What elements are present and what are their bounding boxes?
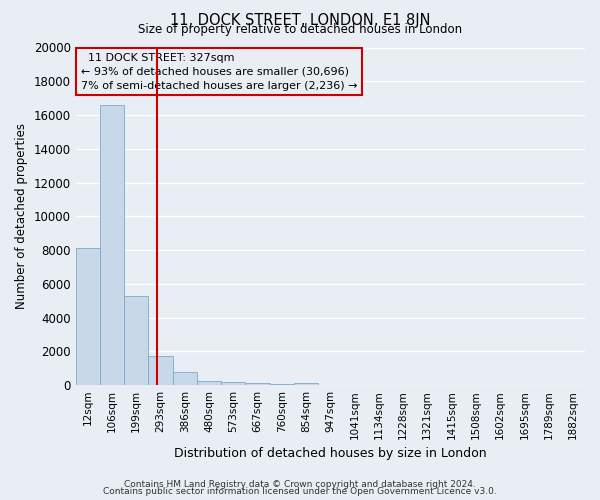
Bar [269, 384, 294, 385]
Bar [76, 248, 100, 385]
Bar [245, 384, 269, 385]
Text: 11, DOCK STREET, LONDON, E1 8JN: 11, DOCK STREET, LONDON, E1 8JN [170, 12, 430, 28]
Bar [100, 105, 124, 385]
Bar [173, 372, 197, 385]
Bar [124, 296, 148, 385]
Bar [148, 356, 173, 385]
Bar [197, 381, 221, 385]
Text: Contains public sector information licensed under the Open Government Licence v3: Contains public sector information licen… [103, 487, 497, 496]
Text: Contains HM Land Registry data © Crown copyright and database right 2024.: Contains HM Land Registry data © Crown c… [124, 480, 476, 489]
Bar [294, 384, 318, 385]
Text: 11 DOCK STREET: 327sqm
← 93% of detached houses are smaller (30,696)
7% of semi-: 11 DOCK STREET: 327sqm ← 93% of detached… [80, 52, 357, 90]
Bar [221, 382, 245, 385]
X-axis label: Distribution of detached houses by size in London: Distribution of detached houses by size … [174, 447, 487, 460]
Y-axis label: Number of detached properties: Number of detached properties [15, 124, 28, 310]
Text: Size of property relative to detached houses in London: Size of property relative to detached ho… [138, 24, 462, 36]
